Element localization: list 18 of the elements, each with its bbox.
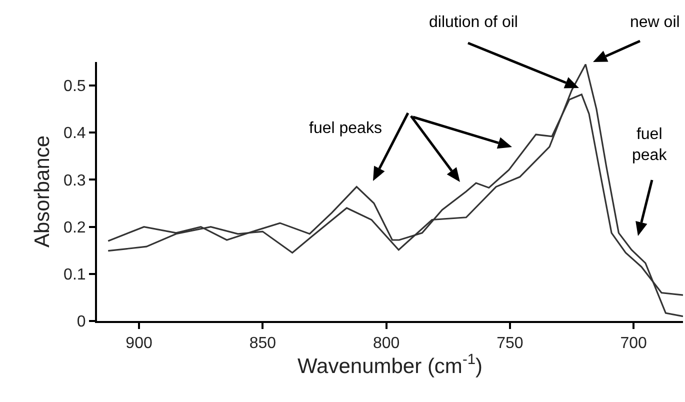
annotation: fuel peaks xyxy=(309,120,382,137)
y-tick-label: 0.3 xyxy=(64,172,86,190)
y-tick-label: 0.4 xyxy=(64,125,86,142)
x-axis-title: Wavenumber (cm$^{-1}$) xyxy=(298,352,482,378)
line-series xyxy=(107,64,683,318)
y-tick-label: 0 xyxy=(76,314,86,331)
text: dilution of oil xyxy=(429,14,518,31)
x-tick-label: 700 xyxy=(620,335,647,352)
x-tick-label: 850 xyxy=(249,335,276,352)
x-tick-label: 750 xyxy=(496,335,524,352)
x-tick-label: 900 xyxy=(126,335,152,352)
annotation: fuel peak xyxy=(632,126,668,164)
y-tick-label: 0.2 xyxy=(64,219,86,236)
y-axis-title: Absorbance xyxy=(31,135,54,248)
y-tick-label: 0.1 xyxy=(64,266,86,284)
text: new oil xyxy=(630,14,680,31)
x-tick-label: 800 xyxy=(372,335,400,352)
y-tick-label: 0.5 xyxy=(64,78,86,96)
